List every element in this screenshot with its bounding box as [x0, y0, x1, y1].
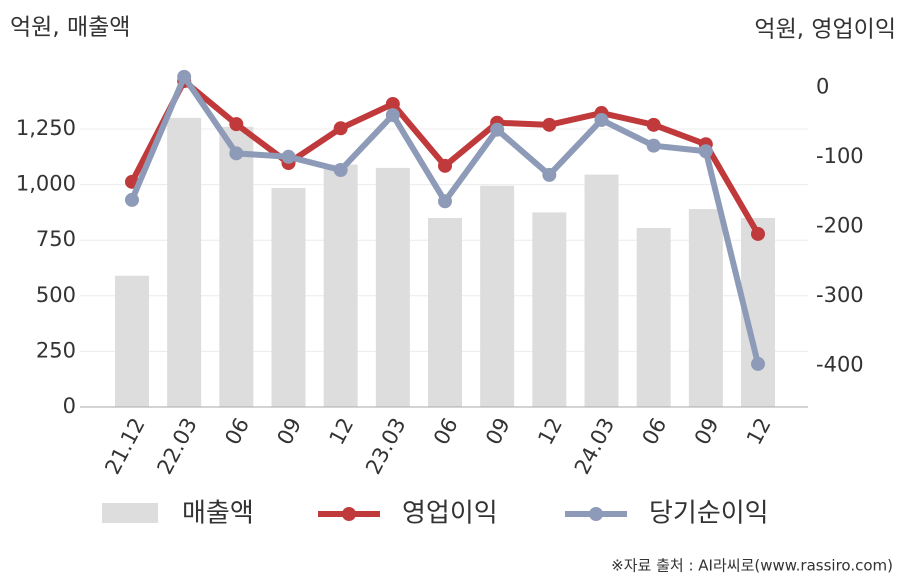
x-tick-label: 24.03	[570, 414, 619, 478]
y2-tick-label: -200	[816, 213, 864, 237]
line-point	[751, 356, 765, 371]
y2-axis-title: 억원, 영업이익	[754, 17, 896, 43]
x-tick-label: 23.03	[361, 414, 410, 478]
line-point	[385, 96, 400, 111]
line-point	[281, 149, 296, 164]
x-tick-label: 06	[220, 414, 254, 449]
y2-tick-label: -400	[816, 352, 864, 376]
bar	[323, 164, 358, 407]
bar	[532, 212, 567, 407]
line-point	[385, 108, 400, 123]
y2-tick-label: -100	[816, 144, 864, 168]
x-tick-label: 21.12	[100, 414, 149, 478]
bar	[688, 209, 723, 407]
y-tick-label: 0	[63, 394, 76, 418]
line-point	[438, 158, 452, 173]
legend-label: 당기순이익	[649, 499, 769, 529]
line-point	[229, 146, 244, 161]
y-tick-label: 1,000	[16, 172, 76, 196]
line-point	[646, 117, 661, 132]
legend-swatch	[589, 507, 603, 521]
y-tick-label: 750	[36, 227, 76, 251]
legend-swatch	[102, 503, 158, 523]
bar	[167, 117, 202, 407]
line-point	[229, 117, 244, 132]
y-tick-label: 500	[36, 283, 76, 307]
line-point	[490, 122, 505, 137]
bar	[271, 187, 306, 407]
x-tick-label: 09	[481, 414, 515, 449]
bar	[636, 227, 671, 407]
legend-label: 매출액	[182, 499, 254, 529]
line-point	[333, 163, 348, 178]
line-point	[751, 226, 765, 241]
bar	[584, 174, 619, 407]
y-tick-label: 1,250	[16, 116, 76, 140]
bar	[219, 126, 254, 407]
y2-tick-label: 0	[816, 74, 829, 98]
x-tick-label: 06	[429, 414, 463, 449]
x-tick-label: 09	[690, 414, 724, 449]
line-point	[438, 194, 452, 209]
y-tick-label: 250	[36, 338, 76, 362]
x-tick-label: 12	[742, 414, 776, 449]
line-point	[333, 121, 348, 136]
source-note: ※자료 출처 : AI라씨로(www.rassiro.com)	[611, 557, 893, 575]
line-point	[542, 117, 557, 132]
line-point	[698, 144, 713, 159]
bar	[428, 217, 462, 407]
bar	[115, 275, 149, 407]
x-tick-label: 12	[325, 414, 359, 449]
y2-tick-label: -300	[816, 283, 864, 307]
x-tick-label: 22.03	[152, 414, 201, 478]
legend-label: 영업이익	[402, 499, 498, 529]
line-point	[125, 192, 139, 207]
x-tick-label: 09	[272, 414, 306, 449]
line-point	[594, 112, 609, 127]
bar	[375, 167, 410, 407]
y-axis-title: 억원, 매출액	[10, 15, 130, 41]
x-tick-label: 12	[533, 414, 567, 449]
line-point	[542, 167, 557, 182]
legend-swatch	[342, 507, 356, 521]
line-point	[646, 138, 661, 153]
x-tick-label: 06	[638, 414, 672, 449]
bar	[480, 185, 515, 407]
line-point	[177, 69, 192, 84]
